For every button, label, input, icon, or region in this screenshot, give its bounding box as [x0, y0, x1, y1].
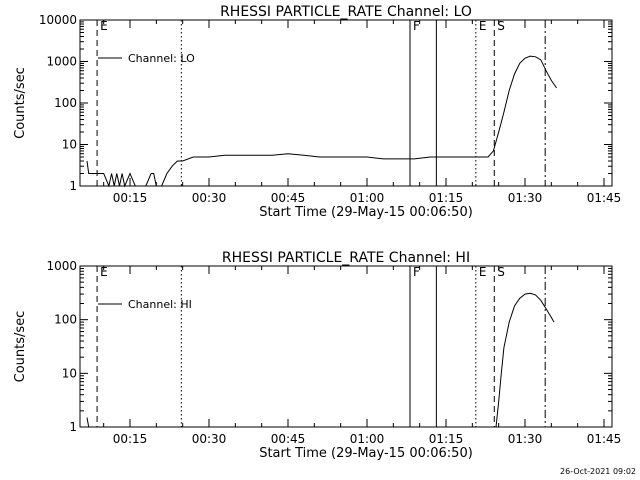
x-tick-label: 01:30 — [508, 432, 543, 446]
x-tick-label: 01:00 — [350, 191, 385, 205]
x-tick-label: 00:15 — [113, 432, 148, 446]
x-tick-label: 01:15 — [429, 432, 464, 446]
event-marker-label: E — [100, 265, 108, 279]
x-tick-label: 01:30 — [508, 191, 543, 205]
legend-label: Channel: HI — [128, 298, 192, 311]
x-tick-label: 00:45 — [271, 432, 306, 446]
x-tick-label: 01:15 — [429, 191, 464, 205]
event-marker-label: S — [497, 265, 505, 279]
legend-label: Channel: LO — [128, 52, 195, 65]
event-marker-label: E — [479, 19, 487, 33]
y-tick-label: 1 — [69, 420, 77, 434]
event-marker-label: F — [413, 265, 420, 279]
chart-title: RHESSI PARTICLE_RATE Channel: LO — [220, 4, 472, 20]
y-tick-label: 100 — [54, 313, 77, 327]
event-marker-label: E — [479, 265, 487, 279]
event-marker-label: F — [413, 19, 420, 33]
plot-frame — [79, 19, 613, 187]
plot-frame — [79, 265, 613, 428]
x-tick-label: 00:30 — [192, 191, 227, 205]
y-tick-label: 1000 — [46, 55, 77, 69]
panel-hi: RHESSI PARTICLE_RATE Channel: HI 00:15 00:… — [13, 250, 621, 461]
y-tick-label: 1000 — [46, 259, 77, 273]
event-marker-label: E — [100, 19, 108, 33]
y-tick-label: 100 — [54, 96, 77, 110]
footer-timestamp: 26-Oct-2021 09:02 — [560, 467, 636, 476]
x-tick-label: 00:30 — [192, 432, 227, 446]
x-tick-label: 01:00 — [350, 432, 385, 446]
series-line — [86, 55, 558, 188]
y-tick-label: 10 — [62, 366, 77, 380]
event-marker-label: S — [497, 19, 505, 33]
x-axis-label: Start Time (29-May-15 00:06:50) — [259, 446, 473, 461]
y-axis-label: Counts/sec — [13, 311, 28, 383]
y-tick-label: 1 — [69, 179, 77, 193]
x-axis-label: Start Time (29-May-15 00:06:50) — [259, 205, 473, 220]
chart-title: RHESSI PARTICLE_RATE Channel: HI — [222, 250, 470, 266]
x-tick-label: 01:45 — [587, 432, 622, 446]
y-tick-label: 10000 — [39, 13, 77, 27]
panel-lo: RHESSI PARTICLE_RATE Channel: LO 00:15 00:… — [13, 4, 621, 220]
y-tick-label: 10 — [62, 138, 77, 152]
x-tick-label: 00:15 — [113, 191, 148, 205]
x-tick-label: 01:45 — [587, 191, 622, 205]
y-axis-label: Counts/sec — [13, 67, 28, 139]
series-line — [86, 292, 555, 428]
x-tick-label: 00:45 — [271, 191, 306, 205]
